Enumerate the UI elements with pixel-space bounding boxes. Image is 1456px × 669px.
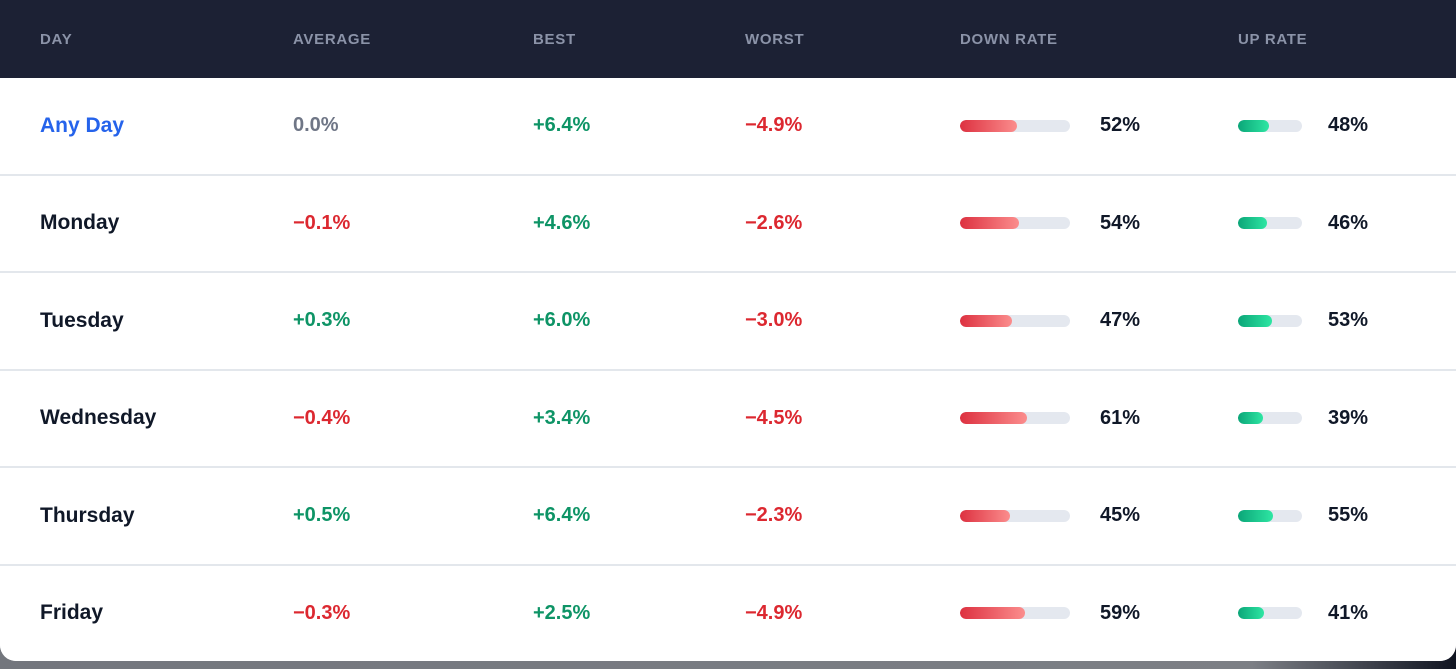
- up-rate-bar: [1238, 119, 1302, 132]
- worst-value: −4.9%: [745, 114, 803, 137]
- down-rate-value: 45%: [1100, 504, 1141, 527]
- column-header-worst: WORST: [745, 30, 805, 48]
- up-rate-value: 53%: [1328, 309, 1369, 332]
- down-rate-bar: [960, 217, 1070, 230]
- table-row: Wednesday −0.4% +3.4% −4.5% 61% 39%: [0, 368, 1456, 466]
- day-cell-thursday: Thursday: [40, 503, 135, 527]
- day-cell-any-day[interactable]: Any Day: [40, 113, 125, 137]
- down-rate-cell: 54%: [960, 212, 1238, 235]
- down-rate-value: 59%: [1100, 601, 1141, 624]
- down-rate-value: 52%: [1100, 114, 1141, 137]
- down-rate-bar: [960, 314, 1070, 327]
- worst-value: −2.3%: [745, 504, 803, 527]
- down-rate-value: 54%: [1100, 211, 1141, 234]
- table-header-row: DAY AVERAGE BEST WORST DOWN RATE UP RATE: [0, 0, 1456, 78]
- worst-value: −4.5%: [745, 406, 803, 429]
- up-rate-value: 39%: [1328, 406, 1369, 429]
- average-value: −0.1%: [293, 211, 351, 234]
- up-rate-cell: 55%: [1238, 504, 1456, 527]
- worst-value: −2.6%: [745, 211, 803, 234]
- worst-value: −3.0%: [745, 309, 803, 332]
- best-value: +6.4%: [533, 504, 591, 527]
- best-value: +4.6%: [533, 211, 591, 234]
- down-rate-cell: 61%: [960, 407, 1238, 430]
- down-rate-bar: [960, 119, 1070, 132]
- up-rate-bar: [1238, 607, 1302, 620]
- down-rate-value: 61%: [1100, 406, 1141, 429]
- up-rate-cell: 39%: [1238, 407, 1456, 430]
- average-value: −0.4%: [293, 406, 351, 429]
- up-rate-bar: [1238, 509, 1302, 522]
- down-rate-bar: [960, 412, 1070, 425]
- average-value: 0.0%: [293, 114, 339, 137]
- up-rate-value: 46%: [1328, 211, 1369, 234]
- best-value: +6.4%: [533, 114, 591, 137]
- day-cell-wednesday: Wednesday: [40, 406, 157, 430]
- table-row: Thursday +0.5% +6.4% −2.3% 45% 55%: [0, 466, 1456, 564]
- down-rate-cell: 52%: [960, 114, 1238, 137]
- day-cell-friday: Friday: [40, 601, 104, 625]
- day-cell-tuesday: Tuesday: [40, 308, 124, 332]
- column-header-day: DAY: [40, 30, 73, 48]
- up-rate-cell: 46%: [1238, 212, 1456, 235]
- up-rate-bar: [1238, 412, 1302, 425]
- best-value: +3.4%: [533, 406, 591, 429]
- up-rate-value: 41%: [1328, 601, 1369, 624]
- up-rate-cell: 41%: [1238, 602, 1456, 625]
- up-rate-bar: [1238, 217, 1302, 230]
- up-rate-cell: 53%: [1238, 309, 1456, 332]
- down-rate-bar: [960, 607, 1070, 620]
- up-rate-bar: [1238, 314, 1302, 327]
- average-value: +0.3%: [293, 309, 351, 332]
- down-rate-value: 47%: [1100, 309, 1141, 332]
- up-rate-value: 55%: [1328, 504, 1369, 527]
- table-row: Monday −0.1% +4.6% −2.6% 54% 46%: [0, 173, 1456, 271]
- column-header-up-rate: UP RATE: [1238, 30, 1308, 48]
- up-rate-value: 48%: [1328, 114, 1369, 137]
- table-row: Any Day 0.0% +6.4% −4.9% 52% 48%: [0, 78, 1456, 174]
- best-value: +2.5%: [533, 601, 591, 624]
- table-body: Any Day 0.0% +6.4% −4.9% 52% 48% Monday …: [0, 78, 1456, 661]
- best-value: +6.0%: [533, 309, 591, 332]
- column-header-average: AVERAGE: [293, 30, 371, 48]
- table-row: Friday −0.3% +2.5% −4.9% 59% 41%: [0, 563, 1456, 661]
- day-cell-monday: Monday: [40, 211, 120, 235]
- worst-value: −4.9%: [745, 601, 803, 624]
- down-rate-cell: 59%: [960, 602, 1238, 625]
- down-rate-bar: [960, 509, 1070, 522]
- down-rate-cell: 45%: [960, 504, 1238, 527]
- average-value: +0.5%: [293, 504, 351, 527]
- up-rate-cell: 48%: [1238, 114, 1456, 137]
- table-row: Tuesday +0.3% +6.0% −3.0% 47% 53%: [0, 271, 1456, 369]
- column-header-best: BEST: [533, 30, 576, 48]
- down-rate-cell: 47%: [960, 309, 1238, 332]
- average-value: −0.3%: [293, 601, 351, 624]
- column-header-down-rate: DOWN RATE: [960, 30, 1058, 48]
